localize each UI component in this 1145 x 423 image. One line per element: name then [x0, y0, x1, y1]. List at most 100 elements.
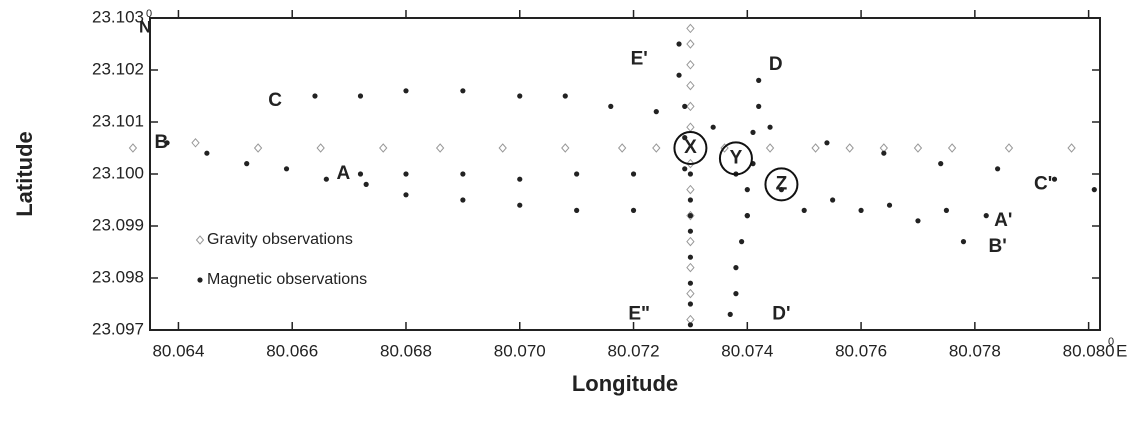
gravity-point [617, 143, 627, 153]
magnetic-point [801, 207, 807, 213]
magnetic-point [710, 124, 716, 130]
magnetic-point [824, 140, 830, 146]
magnetic-point [733, 265, 739, 271]
magnetic-point [403, 171, 409, 177]
magnetic-point [312, 93, 318, 99]
gravity-point [686, 101, 695, 112]
gravity-point [561, 143, 570, 153]
point-label: B [155, 132, 169, 153]
magnetic-point [756, 103, 762, 109]
magnetic-point [357, 93, 364, 99]
highlight-circle [764, 167, 799, 202]
magnetic-point [858, 207, 864, 213]
magnetic-point [460, 88, 466, 94]
magnetic-point [676, 41, 682, 47]
magnetic-point [682, 166, 688, 172]
point-label: Y [730, 147, 743, 168]
legend-marker [197, 277, 203, 283]
magnetic-point [886, 202, 893, 208]
magnetic-point [687, 301, 694, 307]
magnetic-point [687, 171, 694, 177]
magnetic-point [881, 150, 887, 156]
highlight-circle [673, 131, 708, 165]
magnetic-point [687, 197, 694, 203]
gravity-point [811, 143, 820, 153]
magnetic-point [608, 103, 614, 109]
gravity-point [652, 143, 661, 153]
magnetic-point [687, 254, 694, 260]
gravity-point [686, 262, 695, 273]
point-label: A' [994, 210, 1012, 231]
y-tick-label: 23.103 [92, 7, 144, 26]
magnetic-point [682, 135, 688, 141]
magnetic-point [733, 291, 739, 297]
magnetic-point [744, 213, 750, 219]
point-label: X [684, 137, 697, 158]
gravity-point [191, 138, 200, 148]
magnetic-point [744, 187, 750, 193]
magnetic-point [323, 176, 329, 182]
gravity-point [947, 143, 957, 153]
magnetic-point [943, 207, 950, 213]
magnetic-point [164, 140, 170, 146]
magnetic-point [915, 218, 921, 224]
y-tick-label: 23.098 [92, 267, 144, 286]
magnetic-point [938, 161, 944, 167]
gravity-point [1067, 143, 1076, 153]
magnetic-point [778, 187, 785, 193]
point-label: D' [772, 303, 790, 324]
gravity-point [720, 143, 729, 153]
x-tick-label: 80.078 [949, 341, 1001, 360]
gravity-point [128, 143, 138, 153]
magnetic-point [363, 181, 369, 187]
legend-marker [195, 235, 205, 245]
magnetic-point [750, 129, 756, 135]
gravity-point [686, 236, 695, 247]
point-label: D [769, 54, 783, 75]
y-axis-title: Latitude [12, 131, 37, 217]
magnetic-point [283, 166, 290, 172]
magnetic-point [687, 322, 694, 328]
x-tick-label: 80.070 [494, 341, 546, 360]
gravity-point [498, 143, 507, 153]
gravity-point [379, 143, 388, 153]
x-tick-label: 80.064 [152, 341, 204, 360]
magnetic-point [727, 311, 733, 317]
magnetic-point [739, 239, 745, 245]
magnetic-point [517, 176, 523, 182]
gravity-point [686, 184, 695, 195]
x-tick-label: 80.074 [721, 341, 773, 360]
magnetic-point [517, 93, 523, 99]
magnetic-point [995, 166, 1001, 172]
legend-label: Gravity observations [207, 231, 353, 248]
magnetic-point [756, 77, 762, 83]
magnetic-point [403, 192, 409, 198]
magnetic-point [357, 171, 364, 177]
gravity-point [686, 288, 695, 299]
degree-mark: 0 [1108, 336, 1114, 348]
magnetic-point [403, 88, 409, 94]
magnetic-point [1051, 176, 1058, 182]
magnetic-point [687, 228, 694, 234]
gravity-point [686, 60, 695, 70]
highlight-circle [718, 141, 753, 176]
magnetic-point [687, 213, 694, 219]
magnetic-point [460, 171, 466, 177]
magnetic-point [767, 124, 773, 130]
gravity-point [686, 158, 695, 169]
degree-mark: 0 [146, 8, 152, 20]
gravity-point [845, 143, 854, 153]
point-label: C' [1034, 173, 1052, 194]
magnetic-point [830, 197, 836, 203]
gravity-point [686, 39, 695, 49]
gravity-point [686, 23, 695, 34]
magnetic-point [562, 93, 568, 99]
magnetic-point [630, 171, 637, 177]
point-label: Z [776, 173, 788, 194]
gravity-point [765, 143, 775, 153]
point-label: E' [631, 49, 648, 70]
magnetic-point [574, 171, 580, 177]
x-axis-title: Longitude [572, 371, 678, 396]
y-tick-label: 23.097 [92, 319, 144, 338]
